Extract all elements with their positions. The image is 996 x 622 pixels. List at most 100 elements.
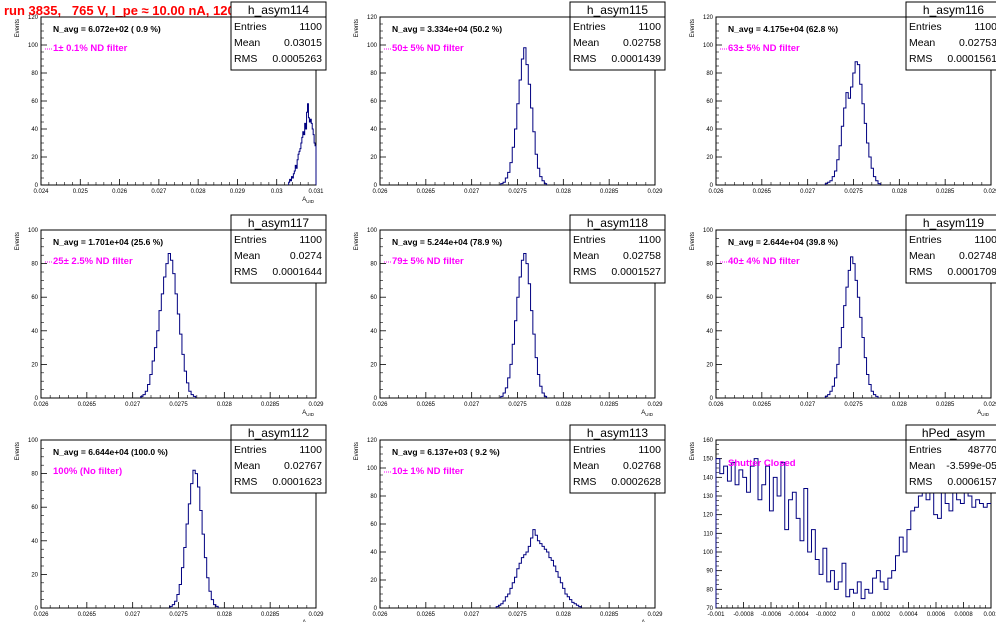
y-tick-label: 80 — [706, 262, 713, 268]
stats-value: 0.02768 — [623, 460, 661, 472]
x-tick-label: 0.0285 — [936, 189, 955, 195]
x-axis-title: AUID — [641, 620, 654, 622]
x-tick-label: 0.028 — [556, 189, 572, 195]
stats-value: 0.02758 — [623, 250, 661, 262]
filter-label: 25± 2.5% ND filter — [53, 256, 133, 267]
x-tick-label: 0.0265 — [417, 612, 436, 618]
stats-label: RMS — [909, 266, 932, 278]
x-tick-label: 0.024 — [33, 189, 49, 195]
x-tick-label: 0.027 — [151, 189, 167, 195]
stats-value: 0.02748 — [959, 250, 996, 262]
x-tick-label: 0.026 — [372, 612, 388, 618]
histogram-panel-h_asym116: 0 20 40 60 80 100 120 0.026 0.0265 0.027 0.0275 0.0… — [690, 1, 996, 195]
y-tick-label: 40 — [31, 539, 38, 545]
stats-value: 0.0001439 — [611, 53, 661, 65]
stats-value: 1100 — [638, 444, 661, 456]
y-tick-label: 80 — [31, 262, 38, 268]
x-tick-label: 0.029 — [983, 189, 996, 195]
y-tick-label: 120 — [703, 15, 714, 21]
y-tick-label: 20 — [706, 155, 713, 161]
stats-label: Entries — [573, 234, 606, 246]
y-tick-label: 100 — [703, 550, 714, 556]
x-tick-label: 0 — [852, 612, 856, 618]
y-tick-label: 40 — [31, 127, 38, 133]
x-tick-label: 0.0285 — [600, 402, 619, 408]
y-tick-label: 100 — [28, 228, 39, 234]
stats-label: Mean — [909, 460, 935, 472]
histogram-line — [140, 253, 197, 398]
stats-value: 48770 — [968, 444, 996, 456]
stats-label: Entries — [234, 234, 267, 246]
filter-label: 79± 5% ND filter — [392, 256, 464, 267]
stats-value: 0.0006157 — [947, 476, 996, 488]
y-tick-label: 100 — [367, 228, 378, 234]
y-tick-label: 0 — [374, 396, 378, 402]
stats-box-frame — [230, 424, 327, 494]
x-axis-title: AUID — [641, 410, 654, 417]
stats-label: Mean — [909, 37, 935, 49]
y-tick-label: 20 — [370, 362, 377, 368]
y-axis-title: Events — [690, 442, 696, 460]
x-tick-label: 0.027 — [800, 402, 816, 408]
y-tick-label: 80 — [370, 262, 377, 268]
y-tick-label: 160 — [703, 438, 714, 444]
x-tick-label: 0.029 — [647, 189, 663, 195]
stats-value: 1100 — [299, 444, 322, 456]
y-tick-label: 0 — [374, 606, 378, 612]
y-tick-label: 110 — [703, 531, 713, 537]
histogram-name: hPed_asym — [922, 426, 985, 440]
stats-value: 0.03015 — [284, 37, 322, 49]
x-tick-label: -0.0004 — [788, 612, 809, 618]
stats-value: 0.02758 — [623, 37, 661, 49]
x-tick-label: 0.029 — [647, 402, 663, 408]
stats-box-frame — [905, 424, 996, 494]
y-tick-label: 40 — [370, 329, 377, 335]
navg-label: N_avg = 2.644e+04 (39.8 %) — [728, 237, 838, 247]
stats-label: RMS — [573, 476, 596, 488]
histogram-line — [824, 61, 881, 185]
y-tick-label: 40 — [706, 329, 713, 335]
x-tick-label: 0.027 — [464, 402, 480, 408]
stats-label: Mean — [234, 460, 260, 472]
x-tick-label: 0.0265 — [78, 402, 97, 408]
histogram-name: h_asym115 — [587, 3, 648, 17]
y-tick-label: 140 — [703, 475, 714, 481]
stats-label: RMS — [573, 53, 596, 65]
navg-label: N_avg = 4.175e+04 (62.8 %) — [728, 24, 838, 34]
histogram-panel-h_asym114: 0 20 40 60 80 100 120 0.024 0.025 0.026 0.027 0.028… — [15, 1, 327, 204]
stats-box-frame — [905, 1, 996, 71]
y-axis-title: Events — [354, 442, 360, 460]
y-tick-label: 0 — [374, 183, 378, 189]
stats-label: RMS — [909, 476, 932, 488]
y-tick-label: 40 — [370, 127, 377, 133]
stats-label: Mean — [234, 37, 260, 49]
x-tick-label: 0.029 — [230, 189, 246, 195]
stats-value: 0.0274 — [290, 250, 322, 262]
x-tick-label: 0.029 — [308, 402, 324, 408]
y-tick-label: 60 — [706, 295, 713, 301]
x-tick-label: 0.027 — [125, 402, 141, 408]
stats-label: Mean — [909, 250, 935, 262]
stats-label: RMS — [573, 266, 596, 278]
y-tick-label: 40 — [370, 550, 377, 556]
x-tick-label: 0.0275 — [508, 402, 527, 408]
histogram-name: h_asym118 — [587, 216, 648, 230]
stats-value: -3.599e-05 — [946, 460, 996, 472]
x-tick-label: 0.0265 — [417, 189, 436, 195]
x-tick-label: 0.026 — [708, 402, 724, 408]
x-tick-label: 0.026 — [112, 189, 128, 195]
histogram-panel-h_asym115: 0 20 40 60 80 100 120 0.026 0.0265 0.027 0.0275 0.0… — [354, 1, 666, 195]
x-tick-label: 0.03 — [271, 189, 283, 195]
navg-label: N_avg = 6.137e+03 ( 9.2 %) — [392, 447, 500, 457]
stats-value: 0.0001623 — [272, 476, 322, 488]
y-tick-label: 80 — [706, 587, 713, 593]
y-tick-label: 130 — [703, 494, 714, 500]
y-tick-label: 100 — [703, 228, 714, 234]
histogram-panel-h_asym113: 0 20 40 60 80 100 120 0.026 0.0265 0.027 0.0275 0.0… — [354, 424, 666, 622]
y-tick-label: 0 — [35, 396, 39, 402]
x-tick-label: 0.0275 — [169, 402, 188, 408]
stats-label: Entries — [909, 444, 942, 456]
histogram-line — [500, 253, 548, 398]
y-tick-label: 0 — [710, 183, 714, 189]
stats-label: Mean — [573, 460, 599, 472]
